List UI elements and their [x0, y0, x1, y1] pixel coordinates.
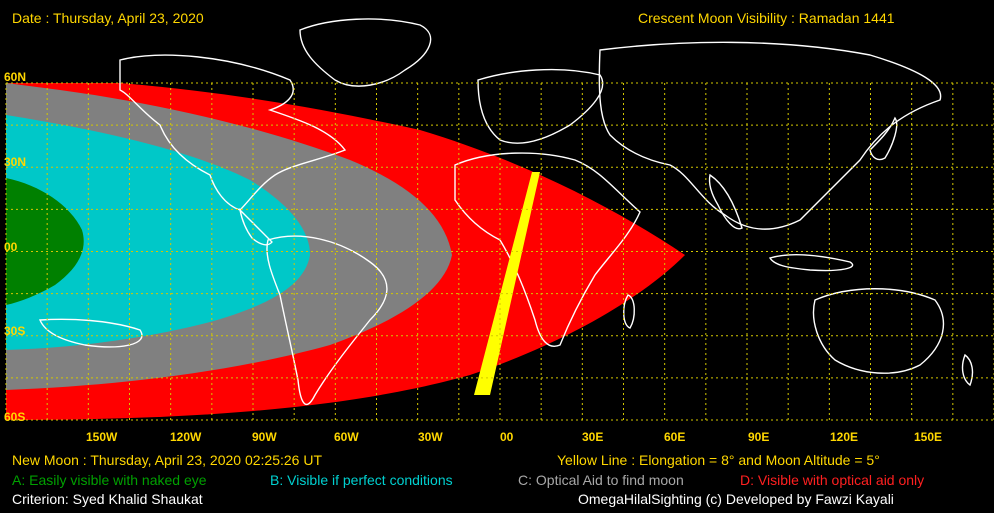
coastline-path	[477, 68, 604, 144]
lon-label-150e: 150E	[914, 430, 943, 444]
legend-c: C: Optical Aid to find moon	[518, 472, 684, 488]
lon-label-30e: 30E	[582, 430, 604, 444]
lon-label-90e: 90E	[748, 430, 770, 444]
legend-a: A: Easily visible with naked eye	[12, 472, 207, 488]
criterion-label: Criterion: Syed Khalid Shaukat	[12, 491, 203, 507]
coastline-path	[812, 288, 945, 374]
lon-label-120e: 120E	[830, 430, 859, 444]
credit-label: OmegaHilalSighting (c) Developed by Fawz…	[578, 491, 894, 507]
yellow-line	[474, 172, 540, 395]
chart-title: Crescent Moon Visibility : Ramadan 1441	[638, 10, 895, 26]
lon-label-30w: 30W	[418, 430, 443, 444]
lon-label-90w: 90W	[252, 430, 277, 444]
lat-label-30n: 30N	[4, 155, 27, 169]
zone-b-region	[6, 115, 310, 350]
coastline-path	[961, 353, 974, 387]
lat-label-00: 00	[4, 240, 18, 254]
legend-b: B: Visible if perfect conditions	[270, 472, 453, 488]
graticule	[5, 82, 994, 421]
lat-label-60n: 60N	[4, 70, 27, 84]
lat-label-60s: 60S	[4, 410, 26, 424]
coastlines	[38, 18, 974, 406]
lon-label-00: 00	[500, 430, 514, 444]
coastline-path	[299, 18, 432, 87]
lon-label-120w: 120W	[170, 430, 202, 444]
lon-label-60e: 60E	[664, 430, 686, 444]
elongation-line	[474, 172, 540, 395]
coastline-path	[623, 294, 635, 329]
coastline-path	[708, 173, 743, 230]
visibility-zones	[6, 83, 685, 420]
coastline-path	[869, 116, 898, 161]
lat-label-30s: 30S	[4, 324, 26, 338]
coastline-path	[38, 318, 143, 348]
lon-label-150w: 150W	[86, 430, 118, 444]
coastline-path	[119, 54, 347, 211]
coastline-path	[266, 235, 388, 406]
zone-a-region	[6, 178, 84, 305]
legend-d: D: Visible with optical aid only	[740, 472, 925, 488]
lon-label-60w: 60W	[334, 430, 359, 444]
date-label: Date : Thursday, April 23, 2020	[12, 10, 204, 26]
coastline-path	[238, 207, 273, 246]
yellow-line-label: Yellow Line : Elongation = 8° and Moon A…	[557, 452, 880, 468]
coastline-path	[768, 254, 854, 272]
new-moon-label: New Moon : Thursday, April 23, 2020 02:2…	[12, 452, 322, 468]
coastline-path	[598, 41, 942, 230]
